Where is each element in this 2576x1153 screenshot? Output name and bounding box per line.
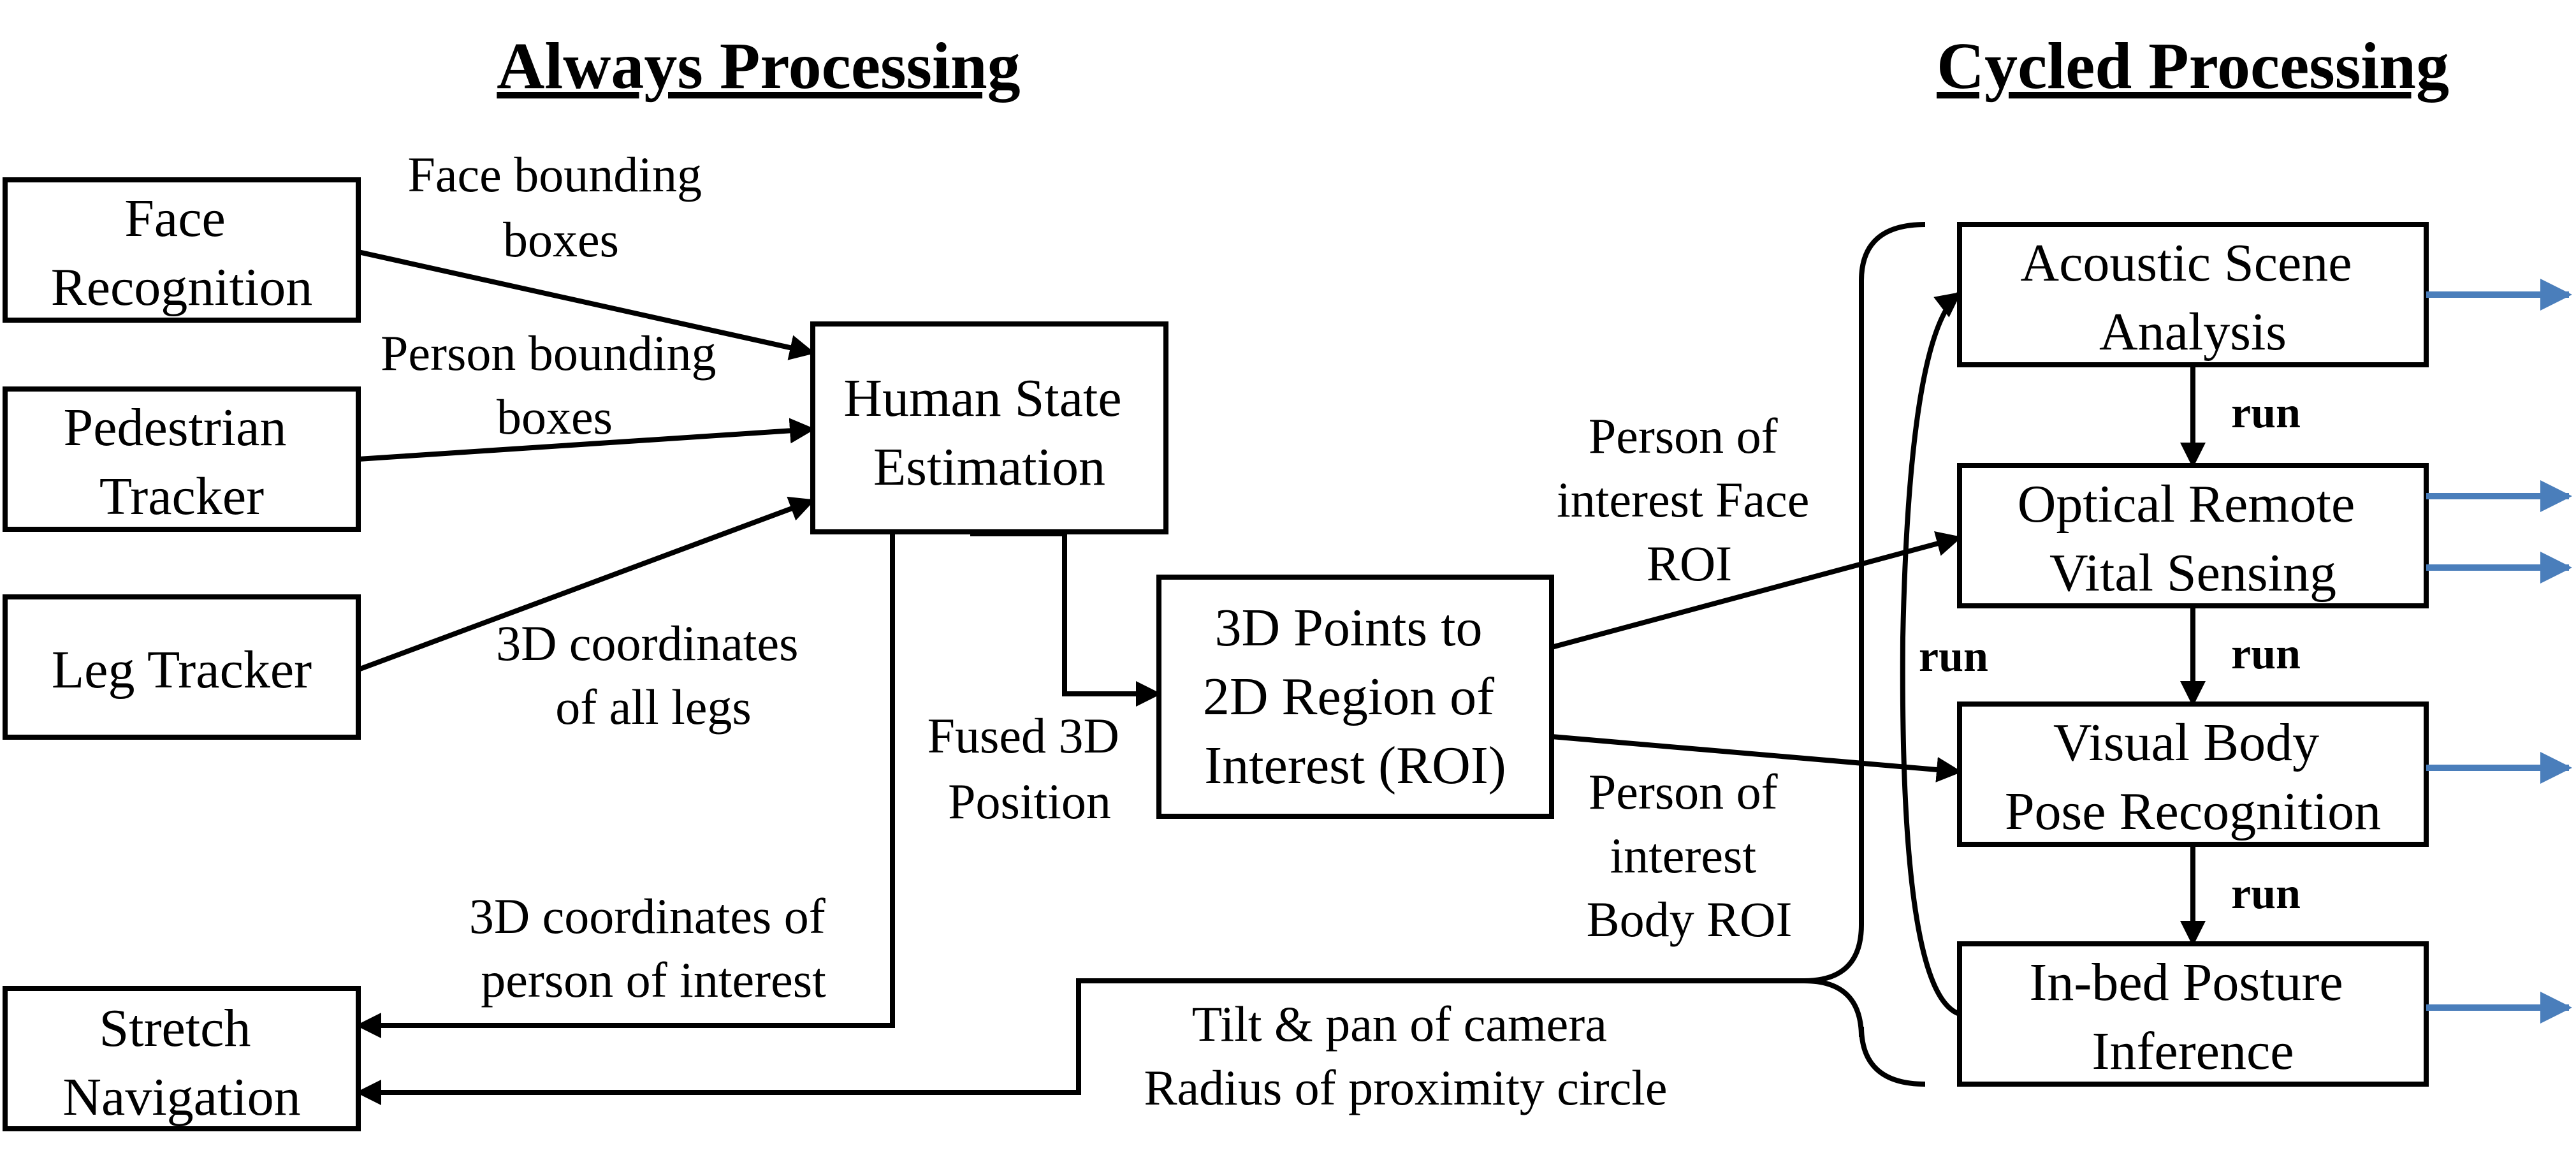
svg-text:Leg Tracker: Leg Tracker (52, 640, 312, 700)
run-label-3: run (2231, 869, 2301, 918)
label-body-roi: Person of interest Body ROI (1587, 764, 1793, 947)
label-face-roi: Person of interest Face ROI (1557, 408, 1822, 591)
pedestrian-tracker-box: Pedestrian Tracker (3, 386, 361, 532)
label-face-bounding-boxes: Face bounding boxes (408, 147, 715, 267)
heading-always-processing: Always Processing (497, 29, 1020, 103)
svg-text:In-bed Posture Inference: In-bed Posture Inference (2029, 953, 2356, 1081)
label-fused-position: Fused 3D Position (928, 708, 1132, 829)
svg-text:Acoustic Scene Analysis: Acoustic Scene Analysis (2020, 233, 2365, 362)
human-state-estimation-box: Human State Estimation (810, 321, 1168, 534)
roi-to-optical-arrow (1550, 531, 1962, 650)
svg-text:3D Points to 2D Region o: 3D Points to 2D Region of Interest (ROI) (1203, 598, 1508, 795)
leg-to-hse-arrow (357, 496, 815, 672)
cycle-loop-arrow (1900, 291, 1962, 1017)
visual-body-pose-recognition-box: Visual Body Pose Recognition (1957, 701, 2429, 847)
stretch-navigation-box: Stretch Navigation (3, 986, 361, 1131)
face-recognition-box: Face Recognition (3, 177, 361, 323)
run-label-2: run (2231, 629, 2301, 679)
label-leg-coordinates: 3D coordinates of all legs (496, 615, 811, 735)
svg-text:Visual Body Pose Recogni: Visual Body Pose Recognition (2005, 713, 2381, 841)
inbed-posture-inference-box: In-bed Posture Inference (1957, 941, 2429, 1087)
face-to-hse-arrow (358, 249, 815, 360)
label-camera-control: Tilt & pan of camera Radius of proximity… (1144, 996, 1668, 1115)
bracket-to-navigation-arrow (356, 978, 1804, 1105)
cycled-group-bracket (1803, 222, 1926, 1087)
roi-to-pose-arrow (1551, 734, 1962, 782)
run-label-1: run (2231, 388, 2301, 437)
label-person-of-interest-coords: 3D coordinates of person of interest (469, 888, 838, 1008)
svg-text:Stretch Navigation: Stretch Navigation (62, 999, 300, 1127)
optical-remote-vital-sensing-box: Optical Remote Vital Sensing (1957, 463, 2429, 608)
svg-text:Pedestrian Tracker: Pedestrian Tracker (64, 398, 300, 526)
roi-projection-box: 3D Points to 2D Region of Interest (ROI) (1156, 575, 1554, 819)
hse-to-navigation-arrow (356, 532, 895, 1038)
run-label-loop: run (1919, 632, 1988, 681)
hse-to-roi-arrow (970, 531, 1161, 707)
heading-cycled-processing: Cycled Processing (1937, 29, 2449, 103)
acoustic-scene-analysis-box: Acoustic Scene Analysis (1957, 222, 2429, 367)
svg-text:Face Recognition: Face Recognition (51, 189, 313, 317)
svg-text:Optical Remote Vital Sen: Optical Remote Vital Sensing (2018, 474, 2369, 603)
leg-tracker-box: Leg Tracker (3, 594, 361, 740)
pedestrian-to-hse-arrow (358, 418, 815, 462)
label-person-bounding-boxes: Person bounding boxes (381, 325, 729, 444)
svg-text:Human State Estimation: Human State Estimation (843, 369, 1135, 497)
